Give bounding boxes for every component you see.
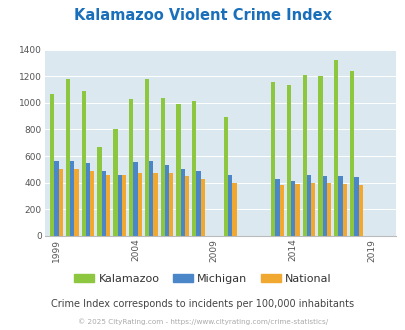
- Bar: [322, 176, 326, 236]
- Bar: [180, 169, 184, 236]
- Bar: [122, 175, 126, 236]
- Bar: [338, 176, 342, 236]
- Bar: [200, 179, 205, 236]
- Bar: [295, 184, 299, 236]
- Bar: [333, 60, 338, 236]
- Bar: [176, 104, 180, 236]
- Bar: [196, 171, 200, 236]
- Bar: [169, 173, 173, 236]
- Bar: [279, 185, 283, 236]
- Bar: [302, 76, 306, 236]
- Bar: [306, 175, 310, 236]
- Bar: [160, 98, 164, 236]
- Bar: [66, 80, 70, 236]
- Bar: [326, 183, 330, 236]
- Bar: [74, 169, 79, 236]
- Bar: [358, 185, 362, 236]
- Bar: [271, 82, 275, 236]
- Bar: [286, 85, 290, 236]
- Bar: [354, 177, 358, 236]
- Bar: [228, 175, 232, 236]
- Bar: [50, 94, 54, 236]
- Text: Kalamazoo Violent Crime Index: Kalamazoo Violent Crime Index: [74, 8, 331, 23]
- Bar: [192, 101, 196, 236]
- Bar: [349, 72, 354, 236]
- Bar: [310, 183, 315, 236]
- Legend: Kalamazoo, Michigan, National: Kalamazoo, Michigan, National: [69, 270, 336, 288]
- Bar: [232, 183, 236, 236]
- Bar: [86, 163, 90, 236]
- Bar: [97, 147, 102, 236]
- Bar: [275, 179, 279, 236]
- Bar: [70, 161, 74, 236]
- Bar: [106, 175, 110, 236]
- Bar: [90, 171, 94, 236]
- Bar: [137, 173, 141, 236]
- Bar: [113, 129, 117, 236]
- Bar: [184, 176, 189, 236]
- Bar: [133, 162, 137, 236]
- Bar: [54, 161, 58, 236]
- Bar: [318, 76, 322, 236]
- Bar: [145, 80, 149, 236]
- Text: Crime Index corresponds to incidents per 100,000 inhabitants: Crime Index corresponds to incidents per…: [51, 299, 354, 309]
- Text: © 2025 CityRating.com - https://www.cityrating.com/crime-statistics/: © 2025 CityRating.com - https://www.city…: [78, 318, 327, 325]
- Bar: [290, 181, 295, 236]
- Bar: [102, 171, 106, 236]
- Bar: [149, 161, 153, 236]
- Bar: [153, 173, 157, 236]
- Bar: [223, 117, 228, 236]
- Bar: [164, 165, 169, 236]
- Bar: [342, 184, 346, 236]
- Bar: [81, 91, 86, 236]
- Bar: [117, 175, 121, 236]
- Bar: [58, 169, 63, 236]
- Bar: [129, 99, 133, 236]
